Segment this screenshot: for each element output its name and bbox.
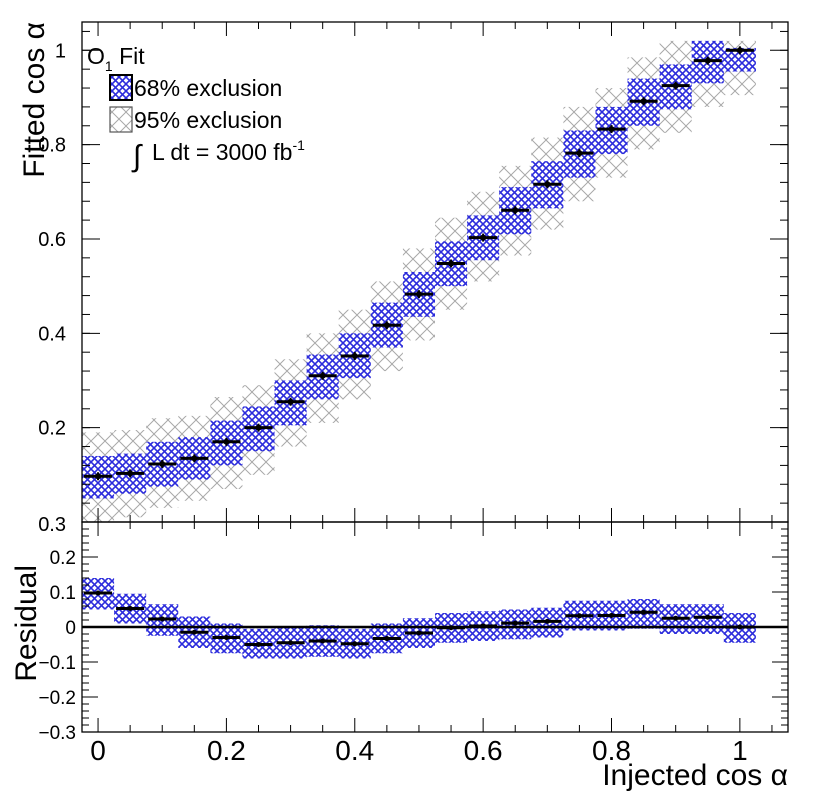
bottom-axes-group: 0 0.2 0.4 0.6 0.8 1 −0.3 −0.2 −0.1 0 0.1 0.2 (38, 522, 788, 766)
top-y-tick-label: 0.8 (38, 135, 66, 157)
fit-point (576, 150, 583, 157)
top-y-axis-label: Fitted cos α (18, 22, 51, 178)
bottom-y-tick-label: −0.2 (38, 688, 76, 709)
residual-point (673, 615, 679, 621)
residual-point (737, 624, 743, 630)
residual-point (480, 623, 486, 629)
legend-lumi-integral: ∫ (131, 140, 143, 173)
residual-point (352, 641, 358, 647)
residual-points-group (84, 590, 754, 647)
legend-band95-swatch (109, 106, 133, 133)
fit-point (608, 126, 615, 133)
top-y-tick-label: 1 (55, 40, 66, 62)
fit-point (544, 181, 551, 188)
residual-point (512, 620, 518, 626)
residual-point (609, 612, 614, 618)
legend: O1 Fit 68% exclusion 95% exclusion ∫ L d… (87, 43, 305, 173)
x-axis-label: Injected cos α (602, 759, 788, 792)
bottom-y-tick-label: 0 (65, 618, 76, 639)
fit-point (448, 260, 455, 267)
residual-point (320, 638, 326, 644)
fit-point (640, 98, 647, 105)
fit-point (351, 352, 358, 359)
residual-point (705, 614, 711, 620)
bottom-y-tick-label: 0.1 (50, 583, 76, 604)
x-tick-label: 0.6 (464, 735, 503, 766)
fit-point (223, 438, 230, 445)
bottom-y-axis-label: Residual (10, 565, 43, 682)
top-axes-group: 0.2 0.4 0.6 0.8 1 (38, 22, 788, 522)
legend-band68-swatch (109, 74, 133, 101)
bottom-y-tick-label: −0.3 (38, 723, 76, 744)
fit-point (191, 455, 198, 462)
fit-point (383, 322, 390, 329)
residual-point (448, 625, 454, 631)
residual-panel: 0 0.2 0.4 0.6 0.8 1 −0.3 −0.2 −0.1 0 0.1 0.2 Residu… (10, 521, 789, 792)
legend-fit-label: O1 Fit (87, 43, 145, 74)
x-tick-label: 0 (90, 735, 106, 766)
residual-point (288, 640, 294, 646)
x-tick-label: 0.8 (592, 735, 631, 766)
top-y-tick-label: 0.2 (38, 418, 66, 440)
top-y-tick-label: 0.4 (38, 323, 66, 345)
residual-band-group (82, 578, 756, 659)
top-bottom-partial-tick-label: 0.3 (38, 514, 66, 536)
fit-point (512, 207, 519, 214)
top-y-tick-label: 0.6 (38, 229, 66, 251)
fit-point (672, 82, 679, 89)
residual-point (576, 613, 582, 619)
fit-point (159, 460, 166, 467)
residual-point (223, 635, 229, 640)
bottom-y-tick-label: 0.2 (50, 548, 76, 569)
residual-point (127, 605, 133, 611)
fit-point (287, 398, 294, 405)
fit-point (255, 424, 262, 431)
fit-point (95, 473, 102, 480)
fit-points-group (84, 46, 754, 481)
fit-point (736, 47, 743, 54)
residual-point (95, 590, 101, 596)
legend-band95-label: 95% exclusion (134, 107, 282, 133)
residual-point (416, 630, 422, 636)
bottom-y-tick-label: −0.1 (38, 653, 76, 674)
fit-point (319, 372, 326, 379)
x-tick-label: 0.2 (207, 735, 246, 766)
x-tick-label: 0.4 (335, 735, 374, 766)
residual-point (191, 629, 197, 635)
fit-point (127, 470, 134, 477)
residual-point (159, 616, 165, 622)
residual-point (384, 636, 390, 642)
fit-point (415, 291, 422, 298)
band-68-box (723, 47, 756, 72)
fitted-panel: 0.2 0.4 0.6 0.8 1 Fitted cos α 0.3 O1 Fit 68… (18, 21, 789, 536)
legend-band68-label: 68% exclusion (134, 75, 282, 101)
fit-point (704, 57, 711, 64)
legend-lumi-label: L dt = 3000 fb-1 (152, 137, 305, 165)
residual-point (641, 609, 647, 615)
x-tick-label: 1 (732, 735, 748, 766)
residual-point (544, 618, 550, 624)
fit-point (480, 234, 487, 241)
residual-point (256, 642, 261, 647)
